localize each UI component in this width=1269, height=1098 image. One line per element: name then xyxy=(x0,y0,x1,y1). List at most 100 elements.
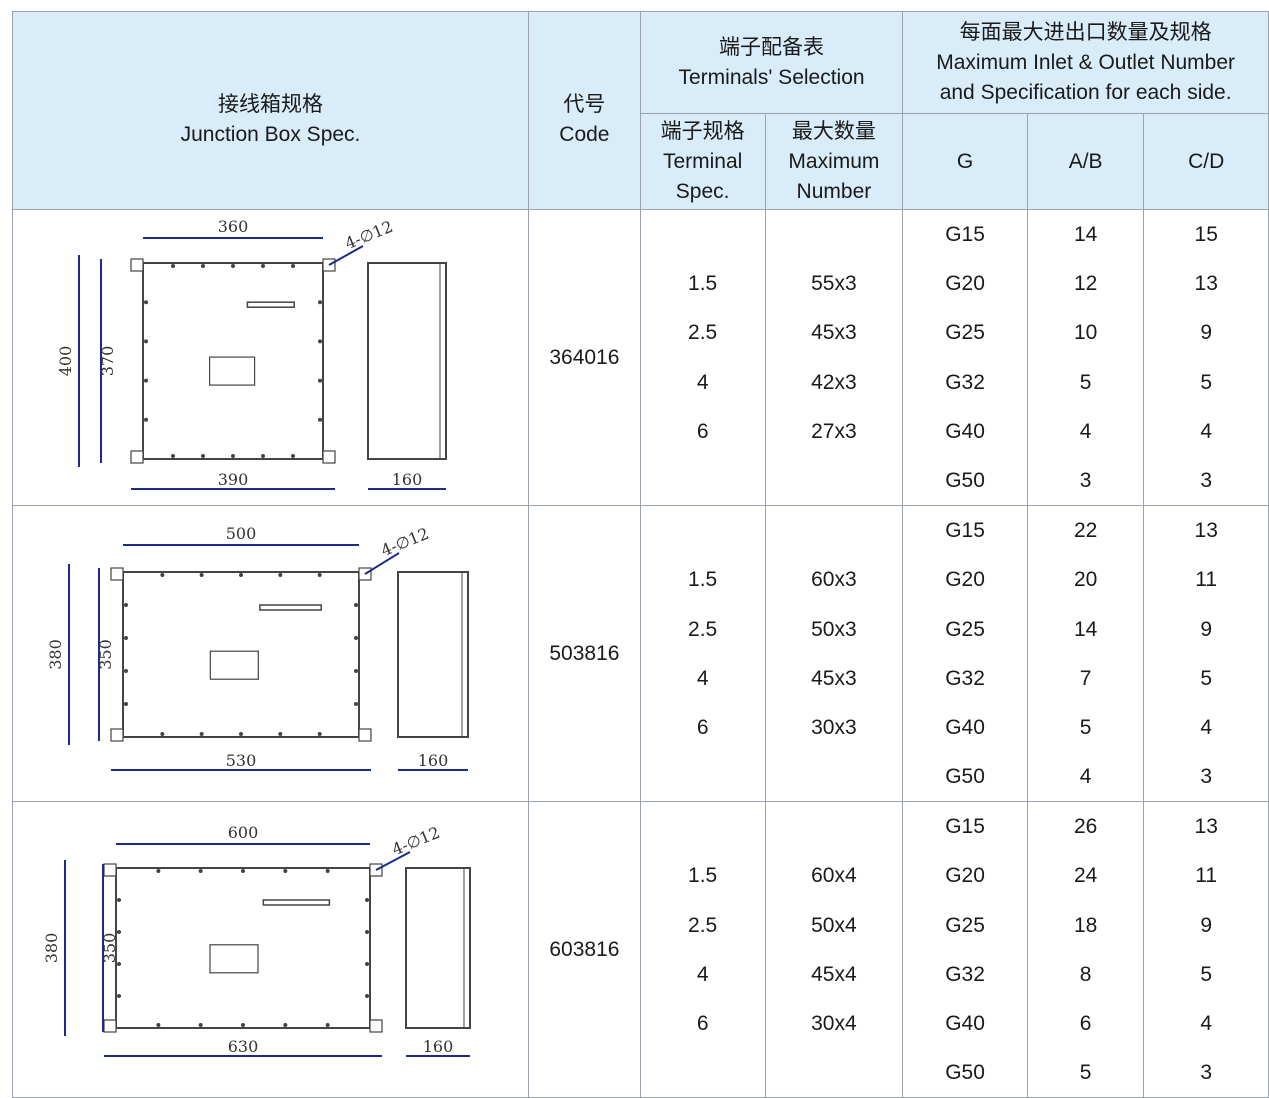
bolt-dot xyxy=(144,378,148,383)
cd-count-list: 13 11 9 5 4 3 xyxy=(1144,802,1268,1097)
cd-count-value: 13 xyxy=(1194,519,1218,543)
cd-count-cell: 13 11 9 5 4 3 xyxy=(1143,801,1269,1098)
terminal-spec-value: 1.5 xyxy=(688,568,718,592)
terminal-spec-value: 2.5 xyxy=(688,617,718,641)
max-number-cell: 60x4 50x4 45x4 30x4 xyxy=(764,801,904,1098)
table-row: 500 530 160 350 380 4-∅12 503816 1.5 2.5 4 6 60x3 50… xyxy=(12,505,1269,803)
max-number-value: 42x3 xyxy=(811,370,857,394)
header-spec-zh: 接线箱规格 xyxy=(218,92,323,116)
terminal-spec-value: 6 xyxy=(696,1012,709,1035)
cd-count-value: 13 xyxy=(1194,815,1218,839)
bolt-dot xyxy=(365,897,369,902)
bolt-dot xyxy=(325,868,330,873)
dim-width-top-label: 600 xyxy=(228,823,259,842)
cd-count-list: 13 11 9 5 4 3 xyxy=(1144,506,1268,801)
junction-box-drawing: 360 390 160 370 400 4-∅12 xyxy=(56,216,447,490)
bolt-dot xyxy=(124,635,128,640)
terminal-spec-value: 6 xyxy=(696,715,709,739)
bolt-dot xyxy=(365,929,369,934)
max-number-cell: 55x3 45x3 42x3 27x3 xyxy=(764,208,904,507)
g-spec-value: G15 xyxy=(945,223,985,246)
bolt-dot xyxy=(261,453,265,458)
max-number-value: 45x3 xyxy=(811,321,857,345)
ab-count-value: 14 xyxy=(1073,617,1098,641)
ab-count-value: 8 xyxy=(1079,962,1092,986)
bolt-dot xyxy=(354,635,358,640)
ab-count-value: 24 xyxy=(1073,864,1098,888)
g-spec-value: G20 xyxy=(945,568,985,592)
nameplate xyxy=(246,301,295,308)
mounting-tab xyxy=(103,1019,117,1033)
bolt-dot xyxy=(144,417,148,422)
bolt-dot xyxy=(365,993,369,998)
cd-count-value: 11 xyxy=(1195,864,1218,888)
ab-count-cell: 26 24 18 8 6 5 xyxy=(1026,801,1145,1098)
drawing-cell: 360 390 160 370 400 4-∅12 xyxy=(12,208,529,507)
header-code-en: Code xyxy=(559,122,610,146)
junction-box-spec-table: 接线箱规格 Junction Box Spec. 代号 Code 端子配备表 T… xyxy=(12,11,1269,1098)
dim-depth-label: 160 xyxy=(423,1037,454,1056)
g-spec-cell: G15 G20 G25 G32 G40 G50 xyxy=(902,801,1028,1098)
g-spec-list: G15 G20 G25 G32 G40 G50 xyxy=(903,802,1027,1097)
max-number-value: 30x3 xyxy=(811,715,857,739)
box-side-outline xyxy=(397,570,469,738)
bolt-dot xyxy=(354,602,358,607)
bolt-dot xyxy=(354,701,358,706)
terminal-spec-value: 6 xyxy=(696,419,709,443)
dim-height-inner-label: 350 xyxy=(96,639,115,670)
header-max-number: 最大数量 Maximum Number xyxy=(764,113,904,210)
header-spec-en: Junction Box Spec. xyxy=(180,122,361,146)
header-max-number-en1: Maximum xyxy=(788,149,880,173)
header-inlet-en1: Maximum Inlet & Outlet Number xyxy=(936,50,1236,74)
bolt-dot xyxy=(171,453,175,458)
box-front-outline xyxy=(142,261,324,460)
g-spec-list: G15 G20 G25 G32 G40 G50 xyxy=(903,210,1027,505)
header-max-number-zh: 最大数量 xyxy=(791,119,876,143)
dim-width-bottom-label: 630 xyxy=(228,1037,259,1056)
ab-count-value: 4 xyxy=(1079,765,1092,789)
max-number-value: 45x3 xyxy=(811,666,857,690)
window xyxy=(209,650,259,680)
dim-holes-leader xyxy=(364,551,400,575)
header-code-zh: 代号 xyxy=(563,92,606,116)
g-spec-value: G32 xyxy=(945,666,985,690)
dim-height-inner-label: 350 xyxy=(100,933,119,964)
bolt-dot xyxy=(144,338,148,343)
dim-height-outer-label: 380 xyxy=(42,933,61,964)
bolt-dot xyxy=(117,897,121,902)
junction-box-drawing: 600 630 160 350 380 4-∅12 xyxy=(42,823,471,1057)
bolt-dot xyxy=(241,1022,245,1027)
bolt-dot xyxy=(291,263,295,268)
g-spec-value: G20 xyxy=(945,864,985,888)
g-spec-value: G50 xyxy=(945,468,985,492)
terminal-spec-cell: 1.5 2.5 4 6 xyxy=(639,801,766,1098)
dim-width-bottom-label: 530 xyxy=(226,751,257,770)
ab-count-value: 5 xyxy=(1079,370,1092,394)
header-inlet-en2: and Specification for each side. xyxy=(939,80,1232,104)
g-spec-value: G15 xyxy=(945,519,985,543)
box-front-outline xyxy=(122,570,360,738)
bolt-dot xyxy=(198,868,203,873)
g-spec-value: G40 xyxy=(945,715,985,739)
max-number-cell: 60x3 50x3 45x3 30x3 xyxy=(764,505,904,803)
ab-count-value: 12 xyxy=(1073,272,1098,296)
max-number-value: 55x3 xyxy=(811,272,857,296)
mounting-tab xyxy=(103,863,117,877)
cd-count-value: 4 xyxy=(1200,715,1213,739)
drawing-cell: 500 530 160 350 380 4-∅12 xyxy=(12,505,529,803)
g-spec-value: G40 xyxy=(945,1012,985,1035)
bolt-dot xyxy=(325,1022,330,1027)
bolt-dot xyxy=(261,263,265,268)
terminal-spec-list: 1.5 2.5 4 6 xyxy=(641,555,765,752)
bolt-dot xyxy=(241,868,245,873)
bolt-dot xyxy=(160,731,165,736)
terminal-spec-value: 1.5 xyxy=(688,272,718,296)
ab-count-value: 26 xyxy=(1073,815,1098,839)
g-spec-value: G32 xyxy=(945,370,985,394)
bolt-dot xyxy=(124,668,128,673)
ab-count-cell: 14 12 10 5 4 3 xyxy=(1026,208,1145,507)
dim-holes-label: 4-∅12 xyxy=(389,823,442,859)
cd-count-list: 15 13 9 5 4 3 xyxy=(1144,210,1268,505)
header-terminals-en: Terminals' Selection xyxy=(678,65,865,89)
ab-count-value: 4 xyxy=(1079,419,1092,443)
